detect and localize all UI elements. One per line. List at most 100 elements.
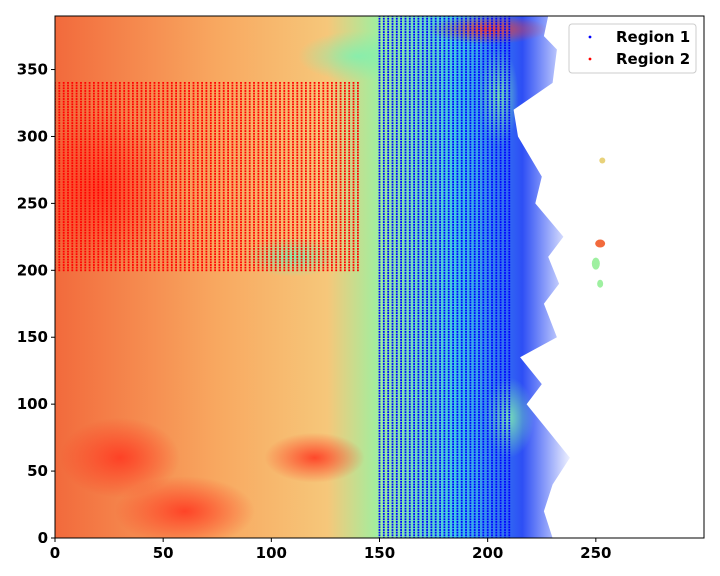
point-s0-1014 <box>400 446 402 448</box>
point-s0-2050 <box>421 296 424 298</box>
point-s0-2479 <box>430 197 433 199</box>
point-s0-1907 <box>417 154 420 157</box>
point-s0-1296 <box>404 215 407 218</box>
point-s0-824 <box>395 430 398 432</box>
point-s0-3502 <box>452 82 454 84</box>
point-s0-709 <box>391 213 394 215</box>
point-s0-4458 <box>473 146 476 149</box>
point-s0-4067 <box>465 143 467 146</box>
point-s0-1013 <box>400 448 402 451</box>
point-s0-2402 <box>430 403 433 406</box>
point-s0-128 <box>378 194 381 197</box>
point-s0-3455 <box>452 207 454 210</box>
island-1 <box>591 257 600 270</box>
point-s0-1810 <box>417 414 420 416</box>
point-s0-1618 <box>413 403 415 406</box>
point-s0-1871 <box>417 250 420 253</box>
point-s0-141 <box>378 159 381 162</box>
point-s0-656 <box>391 355 394 357</box>
point-s0-765 <box>391 63 394 66</box>
point-s0-2099 <box>421 165 424 167</box>
point-s0-4741 <box>482 438 485 440</box>
point-s0-577 <box>387 41 390 44</box>
point-s0-1143 <box>400 100 402 103</box>
point-s0-4020 <box>465 269 467 272</box>
point-s0-2799 <box>439 389 441 392</box>
point-s0-3277 <box>447 159 450 162</box>
point-s0-156 <box>378 119 381 122</box>
point-s0-1914 <box>417 135 420 138</box>
point-s0-704 <box>391 226 394 229</box>
point-s0-1015 <box>400 443 402 446</box>
point-s0-1680 <box>413 237 415 240</box>
point-s0-3971 <box>465 400 467 403</box>
point-s0-2344 <box>426 33 428 36</box>
point-s0-2784 <box>439 430 441 432</box>
point-s0-4863 <box>482 111 485 114</box>
point-s0-2304 <box>426 140 428 143</box>
point-s0-1770 <box>417 521 420 523</box>
point-s0-1410 <box>408 435 411 438</box>
point-s0-1095 <box>400 229 402 232</box>
point-s0-837 <box>395 395 398 397</box>
point-s0-4487 <box>473 68 476 71</box>
point-s0-2072 <box>421 237 424 240</box>
point-s0-2145 <box>421 41 424 44</box>
point-s0-1118 <box>400 167 402 170</box>
point-s0-1400 <box>408 462 411 464</box>
point-s0-3620 <box>456 290 459 293</box>
point-s0-3045 <box>443 256 446 258</box>
point-s0-802 <box>395 488 398 491</box>
point-s0-3173 <box>447 438 450 440</box>
point-s0-3319 <box>447 47 450 49</box>
point-s0-3179 <box>447 422 450 424</box>
point-s0-1845 <box>417 320 420 323</box>
point-s0-2163 <box>426 518 428 521</box>
point-s0-4392 <box>473 322 476 325</box>
point-s0-3959 <box>465 432 467 435</box>
point-s0-3766 <box>460 424 463 427</box>
point-s0-3134 <box>443 17 446 20</box>
point-s0-4417 <box>473 256 476 258</box>
point-s0-976 <box>395 23 398 25</box>
point-s0-2065 <box>421 256 424 258</box>
point-s0-947 <box>395 100 398 103</box>
point-s0-1137 <box>400 116 402 119</box>
point-s0-3965 <box>465 416 467 419</box>
point-s0-3036 <box>443 280 446 282</box>
point-s0-2322 <box>426 92 428 95</box>
point-s0-2489 <box>430 170 433 173</box>
point-s0-3739 <box>460 496 463 499</box>
point-s0-1973 <box>421 502 424 505</box>
point-s0-4361 <box>473 405 476 408</box>
point-s0-1120 <box>400 162 402 165</box>
point-s0-3391 <box>452 379 454 381</box>
point-s0-71 <box>378 347 381 349</box>
point-s0-65 <box>378 363 381 365</box>
point-s0-478 <box>387 306 390 309</box>
point-s0-717 <box>391 191 394 194</box>
point-s0-4374 <box>473 371 476 373</box>
point-s0-1665 <box>413 277 415 280</box>
point-s0-683 <box>391 282 394 285</box>
point-s0-1759 <box>413 25 415 28</box>
point-s0-2481 <box>430 191 433 194</box>
point-s0-1328 <box>404 130 407 132</box>
point-s0-4549 <box>478 427 480 430</box>
point-s0-4233 <box>469 223 472 226</box>
point-s0-4290 <box>469 71 472 74</box>
point-s0-1935 <box>417 79 420 82</box>
point-s0-1245 <box>404 352 407 355</box>
point-s0-1495 <box>408 207 411 210</box>
point-s0-2644 <box>434 280 437 282</box>
point-s0-1422 <box>408 403 411 406</box>
point-s0-739 <box>391 132 394 135</box>
point-s0-2325 <box>426 84 428 87</box>
point-s0-502 <box>387 242 390 245</box>
point-s0-2624 <box>434 333 437 336</box>
point-s0-1283 <box>404 250 407 253</box>
point-s0-189 <box>378 31 381 33</box>
point-s0-2012 <box>421 397 424 400</box>
point-s0-737 <box>391 138 394 140</box>
point-s0-525 <box>387 181 390 183</box>
